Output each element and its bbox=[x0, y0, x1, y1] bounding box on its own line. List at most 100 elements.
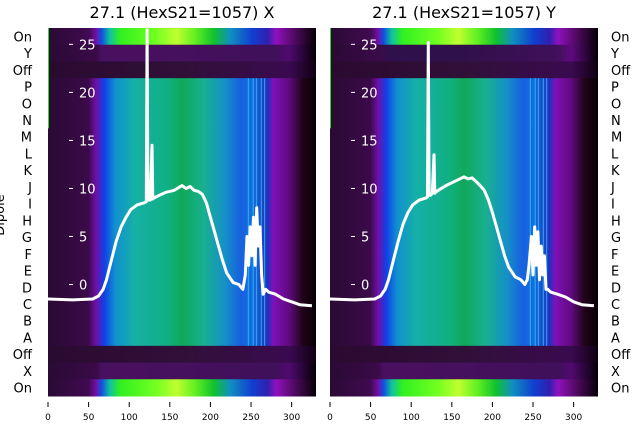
row-label: On bbox=[14, 382, 32, 397]
row-label: P bbox=[24, 81, 32, 96]
row-label: O bbox=[22, 97, 32, 112]
row-label: M bbox=[21, 131, 32, 146]
heatmap-row bbox=[330, 195, 598, 213]
heatmap-row bbox=[48, 212, 316, 230]
row-label: N bbox=[22, 114, 32, 129]
row-label: Y bbox=[23, 47, 32, 62]
row-label: J bbox=[610, 181, 615, 196]
heatmap-stripe bbox=[546, 78, 548, 346]
heatmap-row bbox=[48, 111, 316, 129]
row-label: N bbox=[611, 114, 621, 129]
row-label: B bbox=[23, 315, 32, 330]
heatmap-row bbox=[330, 228, 598, 246]
heatmap-row bbox=[48, 28, 316, 46]
heatmap-row bbox=[330, 362, 598, 380]
x-tick-label: 50 bbox=[365, 413, 377, 423]
row-label: C bbox=[611, 298, 620, 313]
overlay-y-tick-label: 5 bbox=[79, 231, 87, 246]
heatmap-row bbox=[330, 329, 598, 347]
heatmap-row bbox=[48, 128, 316, 146]
row-label: O bbox=[611, 97, 621, 112]
x-tick-label: 150 bbox=[443, 413, 460, 423]
overlay-y-tick-label: 25 bbox=[79, 38, 96, 53]
heatmap-row bbox=[48, 278, 316, 297]
overlay-y-tick-label: 15 bbox=[361, 134, 378, 149]
row-label: H bbox=[611, 214, 621, 229]
row-label: Off bbox=[13, 64, 33, 79]
row-label: M bbox=[611, 131, 622, 146]
overlay-y-tick-label: 25 bbox=[361, 38, 378, 53]
x-tick-label: 100 bbox=[403, 413, 420, 423]
heatmap-stripe bbox=[537, 78, 540, 346]
heatmap-row bbox=[330, 295, 598, 313]
heatmap-row bbox=[330, 128, 598, 146]
row-label: L bbox=[25, 147, 33, 162]
heatmap-stripe bbox=[260, 78, 262, 346]
overlay-y-tick-label: 20 bbox=[79, 86, 96, 101]
heatmap-row bbox=[330, 44, 598, 62]
overlay-y-tick-label: 5 bbox=[361, 231, 369, 246]
panel-title: 27.1 (HexS21=1057) X bbox=[90, 3, 275, 22]
heatmap-row bbox=[48, 329, 316, 347]
heatmap-row bbox=[48, 345, 316, 364]
row-label: I bbox=[611, 198, 615, 213]
heatmap-stripe bbox=[247, 78, 249, 346]
row-label: On bbox=[611, 382, 629, 397]
row-label: I bbox=[28, 198, 32, 213]
heatmap-row bbox=[330, 212, 598, 230]
x-tick-label: 100 bbox=[121, 413, 138, 423]
heatmap-row bbox=[330, 379, 598, 397]
row-label: E bbox=[611, 265, 619, 280]
x-tick-label: 50 bbox=[83, 413, 95, 423]
heatmap-stripe bbox=[252, 78, 254, 346]
row-label: K bbox=[611, 164, 620, 179]
x-tick-label: 250 bbox=[524, 413, 541, 423]
heatmap-row bbox=[48, 61, 316, 79]
heatmap-row bbox=[330, 262, 598, 280]
heatmap-row bbox=[48, 312, 316, 330]
heatmap-row bbox=[330, 312, 598, 330]
row-label: X bbox=[611, 365, 620, 380]
overlay-y-tick-label: 10 bbox=[79, 182, 96, 197]
row-label: D bbox=[611, 281, 621, 296]
row-label: A bbox=[23, 331, 32, 346]
heatmap-row bbox=[330, 61, 598, 79]
heatmap-row bbox=[48, 245, 316, 263]
heatmap-row bbox=[48, 94, 316, 113]
x-tick-label: 0 bbox=[327, 413, 333, 423]
heatmap-row bbox=[48, 379, 316, 397]
heatmap-row bbox=[48, 262, 316, 280]
row-label: On bbox=[611, 30, 629, 45]
overlay-y-tick-label: 20 bbox=[361, 86, 378, 101]
heatmap-stripe bbox=[529, 78, 531, 346]
row-label: K bbox=[23, 164, 32, 179]
row-label: On bbox=[14, 30, 32, 45]
heatmap-row bbox=[330, 111, 598, 129]
overlay-y-tick-label: 0 bbox=[79, 279, 87, 294]
heatmap-row bbox=[330, 245, 598, 263]
panel-title: 27.1 (HexS21=1057) Y bbox=[372, 3, 556, 22]
heatmap-row bbox=[48, 195, 316, 213]
row-label: G bbox=[611, 231, 621, 246]
x-tick-label: 300 bbox=[283, 413, 300, 423]
row-label: Off bbox=[611, 348, 631, 363]
heatmap-row bbox=[48, 362, 316, 380]
row-label: F bbox=[611, 248, 618, 263]
overlay-y-tick-label: 0 bbox=[361, 279, 369, 294]
x-tick-label: 250 bbox=[242, 413, 259, 423]
row-label: B bbox=[611, 315, 620, 330]
overlay-y-tick-label: 10 bbox=[361, 182, 378, 197]
row-label: G bbox=[22, 231, 32, 246]
heatmap-row bbox=[48, 78, 316, 96]
row-label: A bbox=[611, 331, 620, 346]
heatmap-row bbox=[48, 161, 316, 180]
heatmap-row bbox=[330, 178, 598, 196]
heatmap-row bbox=[330, 78, 598, 96]
x-tick-label: 200 bbox=[484, 413, 501, 423]
row-label: C bbox=[23, 298, 32, 313]
row-label: Off bbox=[611, 64, 631, 79]
row-label: X bbox=[23, 365, 32, 380]
row-label: D bbox=[22, 281, 32, 296]
heatmap-row bbox=[330, 345, 598, 364]
